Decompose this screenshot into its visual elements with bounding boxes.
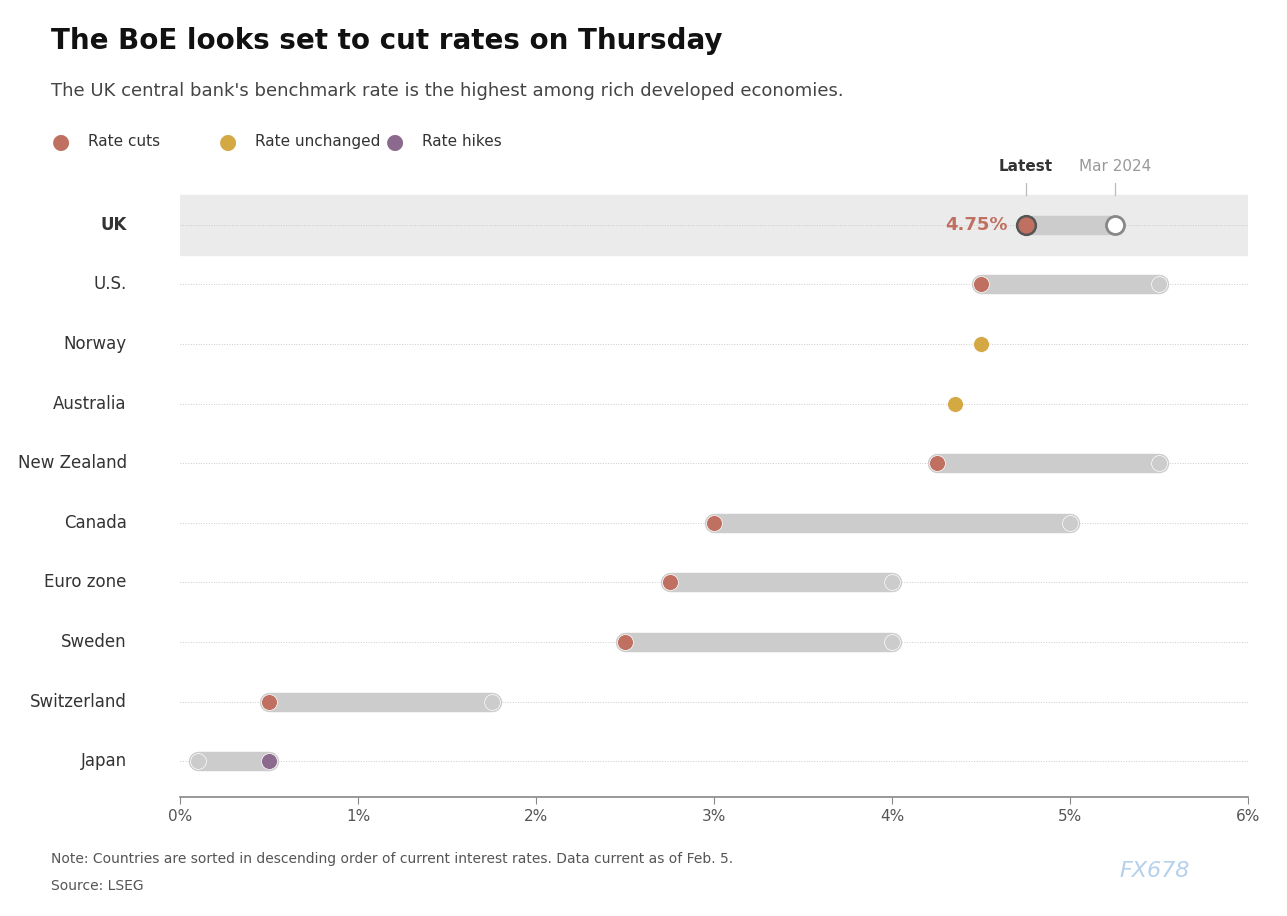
Point xyxy=(659,575,680,590)
Bar xyxy=(180,195,1248,255)
Text: Rate hikes: Rate hikes xyxy=(422,135,502,149)
Text: New Zealand: New Zealand xyxy=(18,454,127,473)
Text: Latest: Latest xyxy=(999,159,1053,174)
Point xyxy=(970,278,991,292)
Text: Japan: Japan xyxy=(81,752,127,770)
Point xyxy=(481,694,502,709)
Text: FX678: FX678 xyxy=(1120,861,1190,881)
Point xyxy=(927,456,947,471)
Point xyxy=(882,635,902,649)
Text: Sweden: Sweden xyxy=(62,633,127,651)
Text: UK: UK xyxy=(100,216,127,234)
Point xyxy=(945,397,965,411)
Point xyxy=(1060,516,1081,530)
Text: Rate cuts: Rate cuts xyxy=(88,135,160,149)
Text: Norway: Norway xyxy=(63,335,127,353)
Point xyxy=(882,575,902,590)
Text: ●: ● xyxy=(219,132,237,152)
Point xyxy=(259,754,279,769)
Text: Euro zone: Euro zone xyxy=(44,573,127,592)
Text: ●: ● xyxy=(386,132,404,152)
Text: Switzerland: Switzerland xyxy=(30,692,127,711)
Point xyxy=(259,694,279,709)
Text: Rate unchanged: Rate unchanged xyxy=(255,135,380,149)
Text: U.S.: U.S. xyxy=(94,276,127,293)
Text: Source: LSEG: Source: LSEG xyxy=(51,879,144,893)
Text: Note: Countries are sorted in descending order of current interest rates. Data c: Note: Countries are sorted in descending… xyxy=(51,852,734,866)
Point xyxy=(615,635,636,649)
Text: 4.75%: 4.75% xyxy=(946,216,1008,234)
Point xyxy=(704,516,725,530)
Text: The BoE looks set to cut rates on Thursday: The BoE looks set to cut rates on Thursd… xyxy=(51,27,723,56)
Point xyxy=(1149,278,1170,292)
Text: The UK central bank's benchmark rate is the highest among rich developed economi: The UK central bank's benchmark rate is … xyxy=(51,82,844,101)
Text: Australia: Australia xyxy=(53,395,127,413)
Point xyxy=(1149,456,1170,471)
Text: Canada: Canada xyxy=(64,514,127,532)
Point xyxy=(1104,218,1125,233)
Point xyxy=(970,337,991,352)
Point xyxy=(1015,218,1036,233)
Point xyxy=(188,754,208,769)
Text: Mar 2024: Mar 2024 xyxy=(1079,159,1151,174)
Text: ●: ● xyxy=(51,132,69,152)
